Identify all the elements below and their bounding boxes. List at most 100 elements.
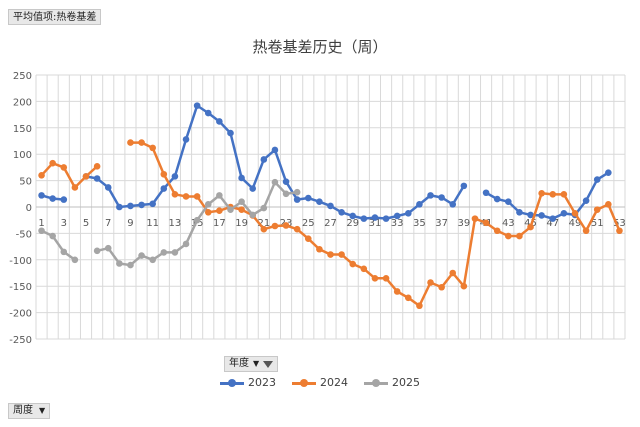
- x-tick-label: 27: [324, 218, 337, 229]
- y-tick-label: 250: [13, 71, 32, 82]
- x-tick-label: 1: [38, 218, 44, 229]
- data-point-2024: [360, 265, 368, 273]
- data-point-2024: [93, 163, 101, 170]
- y-tick-label: -50: [16, 229, 32, 240]
- data-point-2024: [582, 227, 590, 235]
- data-point-2024: [182, 193, 190, 200]
- data-point-2024: [127, 139, 134, 146]
- data-point-2024: [349, 260, 357, 268]
- x-tick-label: 7: [105, 218, 111, 229]
- data-point-2024: [38, 172, 45, 179]
- data-point-2024: [71, 184, 79, 191]
- data-point-2024: [327, 251, 334, 258]
- legend-swatch: [220, 378, 244, 388]
- y-tick-label: -150: [9, 282, 32, 293]
- legend-item-2024: 2024: [292, 376, 348, 389]
- legend-field-button[interactable]: 年度 ▼: [224, 356, 279, 372]
- data-point-2025: [60, 248, 68, 256]
- data-point-2025: [260, 204, 268, 212]
- data-point-2023: [182, 136, 190, 143]
- data-point-2023: [193, 102, 201, 109]
- x-tick-label: 5: [83, 218, 89, 229]
- data-point-2024: [493, 227, 501, 235]
- value-field-button[interactable]: 平均值项:热卷基差: [8, 9, 102, 25]
- legend-swatch: [364, 378, 388, 388]
- chart-legend: 2023 2024 2025: [0, 376, 640, 389]
- data-point-2025: [116, 260, 123, 267]
- data-point-2023: [327, 202, 334, 210]
- data-point-2024: [605, 201, 612, 208]
- data-point-2023: [104, 184, 112, 191]
- data-point-2024: [304, 235, 312, 242]
- data-point-2024: [593, 206, 601, 213]
- x-tick-label: 25: [302, 218, 315, 229]
- data-point-2025: [127, 261, 134, 269]
- y-tick-label: 0: [26, 203, 32, 214]
- data-point-2024: [271, 222, 279, 230]
- series-line-2025: [41, 229, 76, 261]
- y-tick-label: -250: [9, 335, 32, 346]
- data-point-2025: [227, 206, 234, 213]
- data-point-2023: [271, 146, 279, 154]
- data-point-2025: [38, 227, 45, 235]
- data-point-2023: [338, 208, 345, 216]
- x-tick-label: 43: [502, 218, 515, 229]
- data-point-2023: [516, 208, 523, 216]
- data-point-2024: [216, 207, 223, 214]
- x-tick-label: 29: [346, 218, 359, 229]
- data-point-2024: [282, 222, 290, 229]
- x-tick-label: 31: [369, 218, 382, 229]
- chart-title: 热卷基差历史（周）: [252, 38, 388, 56]
- data-point-2023: [60, 196, 68, 203]
- data-point-2023: [538, 212, 545, 219]
- x-tick-label: 15: [191, 218, 204, 229]
- data-point-2025: [249, 211, 257, 219]
- x-tick-label: 19: [235, 218, 248, 229]
- legend-item-2025: 2025: [364, 376, 420, 389]
- data-point-2024: [393, 288, 401, 295]
- data-point-2023: [360, 215, 368, 222]
- data-point-2023: [127, 202, 134, 210]
- data-point-2025: [271, 178, 279, 186]
- x-tick-label: 13: [169, 218, 182, 229]
- data-point-2025: [71, 256, 79, 264]
- data-point-2024: [560, 191, 568, 198]
- data-point-2025: [104, 244, 112, 252]
- data-point-2024: [571, 210, 579, 217]
- data-point-2025: [171, 249, 179, 256]
- x-tick-label: 47: [546, 218, 559, 229]
- legend-field-label: 年度: [229, 358, 249, 369]
- data-point-2023: [493, 195, 501, 203]
- x-tick-label: 51: [591, 218, 604, 229]
- data-point-2023: [393, 212, 401, 220]
- axis-field-button[interactable]: 周度 ▼: [8, 403, 51, 419]
- legend-swatch: [292, 378, 316, 388]
- data-point-2024: [60, 164, 68, 171]
- data-point-2025: [293, 188, 301, 196]
- data-point-2023: [449, 201, 457, 208]
- data-point-2024: [193, 193, 201, 200]
- data-point-2024: [49, 159, 56, 167]
- data-point-2024: [382, 274, 390, 282]
- data-point-2024: [427, 279, 434, 286]
- data-point-2024: [82, 173, 90, 180]
- data-point-2023: [260, 156, 268, 163]
- data-point-2025: [238, 198, 245, 206]
- data-point-2024: [338, 251, 345, 258]
- data-point-2023: [404, 210, 412, 217]
- data-point-2023: [171, 173, 179, 180]
- data-point-2023: [93, 175, 101, 182]
- data-point-2025: [49, 232, 56, 240]
- filter-icon: [263, 360, 274, 368]
- data-point-2023: [293, 196, 301, 203]
- axis-field-label: 周度: [13, 405, 33, 416]
- data-point-2023: [149, 200, 156, 208]
- data-point-2023: [160, 185, 168, 192]
- data-point-2024: [404, 294, 412, 302]
- data-point-2023: [38, 192, 45, 199]
- data-point-2023: [282, 178, 290, 185]
- legend-item-2023: 2023: [220, 376, 276, 389]
- x-tick-label: 33: [391, 218, 404, 229]
- data-point-2024: [371, 274, 379, 282]
- data-point-2023: [427, 192, 434, 199]
